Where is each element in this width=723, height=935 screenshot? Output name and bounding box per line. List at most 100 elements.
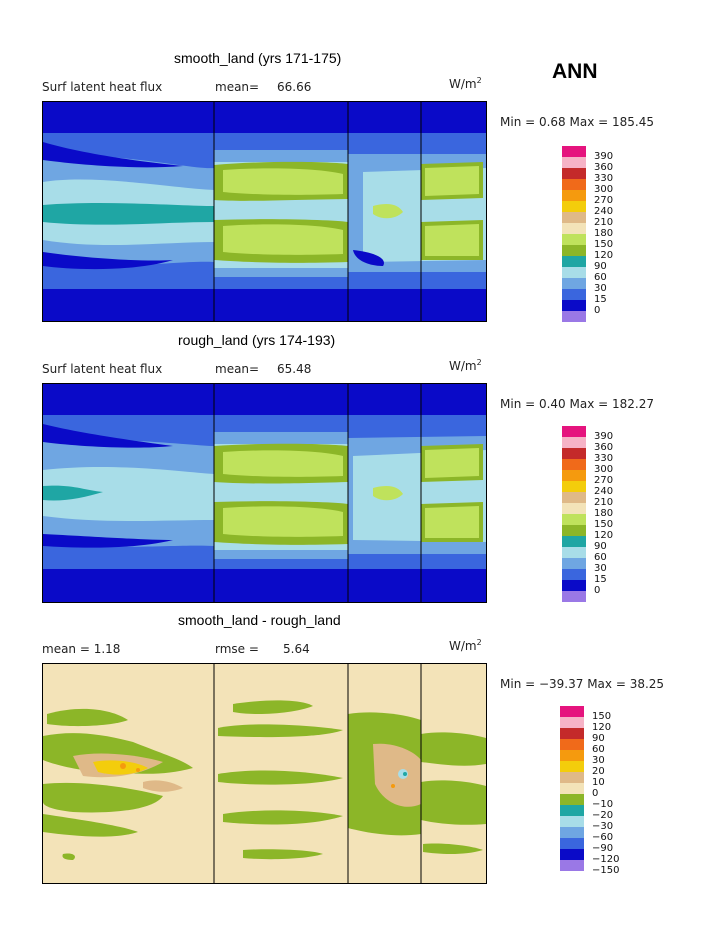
colorbar-swatch [562,437,586,448]
colorbar-tick-label: −120 [592,854,620,865]
colorbar-swatch [562,245,586,256]
colorbar-swatch [562,470,586,481]
colorbar-swatch [562,426,586,437]
colorbar-tick-label: 90 [594,261,607,272]
colorbar-tick-label: −10 [592,799,614,810]
colorbar-tick-label: 150 [594,239,614,250]
panel1-map [42,101,487,322]
panel1-title: smooth_land (yrs 171-175) [174,50,342,66]
panel1-mean-value: 66.66 [277,80,312,94]
colorbar-swatch [562,168,586,179]
colorbar-tick-label: 0 [594,305,601,316]
colorbar-swatch [562,157,586,168]
panel3-title: smooth_land - rough_land [178,612,341,628]
colorbar-swatch [562,278,586,289]
colorbar-swatch [562,558,586,569]
colorbar-swatch [562,289,586,300]
panel2-map [42,383,487,603]
colorbar-tick-label: 120 [592,722,612,733]
colorbar-tick-label: 330 [594,453,614,464]
colorbar-swatch [560,739,584,750]
colorbar-tick-label: 240 [594,486,614,497]
colorbar-tick-label: 360 [594,442,614,453]
colorbar-tick-label: 30 [594,283,607,294]
colorbar-tick-label: 210 [594,217,614,228]
colorbar-tick-label: 90 [594,541,607,552]
panel2-title: rough_land (yrs 174-193) [178,332,336,348]
panel3-mean-label: mean = 1.18 [42,642,121,656]
colorbar-swatch [560,706,584,717]
panel1-units: W/m2 [449,76,482,91]
colorbar-swatch [562,201,586,212]
colorbar-swatch [562,448,586,459]
panel3-map [42,663,487,884]
colorbar-tick-label: 180 [594,228,614,239]
colorbar-tick-label: 0 [594,585,601,596]
colorbar-tick-label: 240 [594,206,614,217]
colorbar-tick-label: 300 [594,464,614,475]
colorbar-swatch [560,728,584,739]
colorbar-swatch [560,717,584,728]
colorbar-swatch [562,212,586,223]
colorbar-swatch [562,234,586,245]
colorbar-swatch [562,525,586,536]
colorbar-swatch [562,569,586,580]
colorbar-tick-label: 30 [592,755,605,766]
colorbar-tick-label: 30 [594,563,607,574]
colorbar-tick-label: 120 [594,530,614,541]
colorbar-swatch [560,838,584,849]
colorbar-tick-label: 150 [592,711,612,722]
colorbar-swatch [562,311,586,322]
colorbar-tick-label: 270 [594,195,614,206]
colorbar-tick-label: 210 [594,497,614,508]
colorbar-swatch [562,481,586,492]
panel1-minmax: Min = 0.68 Max = 185.45 [500,115,654,129]
colorbar-tick-label: 180 [594,508,614,519]
panel1-mean-label: mean= [215,80,260,94]
colorbar-tick-label: 20 [592,766,605,777]
panel2-mean-value: 65.48 [277,362,312,376]
colorbar-tick-label: −30 [592,821,614,832]
colorbar-tick-label: 330 [594,173,614,184]
colorbar-swatch [560,750,584,761]
colorbar-swatch [562,514,586,525]
colorbar-swatch [562,300,586,311]
colorbar-swatch [560,783,584,794]
colorbar-swatch [560,860,584,871]
colorbar-tick-label: −20 [592,810,614,821]
colorbar-tick-label: 60 [594,272,607,283]
colorbar-swatch [562,547,586,558]
colorbar-swatch [560,794,584,805]
colorbar-swatch [560,849,584,860]
colorbar-tick-label: −60 [592,832,614,843]
colorbar-tick-label: 360 [594,162,614,173]
panel3-rmse-value: 5.64 [283,642,310,656]
colorbar-tick-label: 0 [592,788,599,799]
colorbar-tick-label: 120 [594,250,614,261]
colorbar-tick-label: 10 [592,777,605,788]
panel2-units: W/m2 [449,358,482,373]
colorbar-swatch [562,492,586,503]
colorbar-swatch [562,267,586,278]
colorbar-tick-label: 300 [594,184,614,195]
panel2-variable-label: Surf latent heat flux [42,362,163,376]
colorbar-swatch [562,179,586,190]
colorbar-swatch [562,190,586,201]
colorbar-swatch [560,827,584,838]
colorbar-tick-label: −150 [592,865,620,876]
colorbar-swatch [562,503,586,514]
colorbar-tick-label: 15 [594,574,607,585]
colorbar-swatch [562,591,586,602]
colorbar-swatch [560,761,584,772]
colorbar-swatch [562,459,586,470]
colorbar-swatch [562,146,586,157]
colorbar-swatch [560,805,584,816]
colorbar-tick-label: 390 [594,431,614,442]
colorbar-swatch [560,816,584,827]
panel3-units: W/m2 [449,638,482,653]
panel3-rmse-label: rmse = [215,642,259,656]
panel3-minmax: Min = −39.37 Max = 38.25 [500,677,665,691]
colorbar-swatch [562,580,586,591]
colorbar-tick-label: 15 [594,294,607,305]
season-label: ANN [552,60,598,83]
